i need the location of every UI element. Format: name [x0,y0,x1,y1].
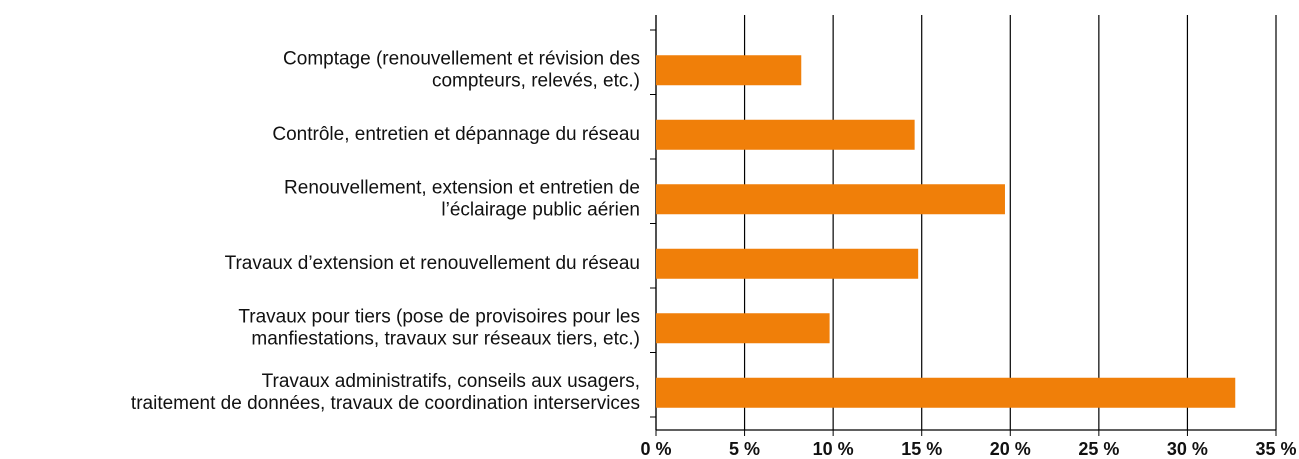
y-tick-label: Renouvellement, extension et entretien d… [284,177,640,198]
x-tick-label: 15 % [901,439,942,459]
bar [656,119,915,150]
y-tick-label: compteurs, relevés, etc.) [432,70,640,91]
bar [656,377,1236,408]
y-tick-label: Travaux administratifs, conseils aux usa… [262,371,640,392]
x-tick-label: 0 % [640,439,671,459]
y-tick-label: Comptage (renouvellement et révision des [283,48,640,69]
bar [656,55,802,86]
bar [656,248,919,279]
x-tick-label: 30 % [1167,439,1208,459]
y-tick-label: Contrôle, entretien et dépannage du rése… [272,124,640,145]
bar [656,313,830,344]
x-tick-label: 35 % [1255,439,1296,459]
y-tick-label: manfiestations, travaux sur réseaux tier… [251,328,640,349]
x-tick-label: 20 % [990,439,1031,459]
y-tick-label: Travaux pour tiers (pose de provisoires … [238,306,640,327]
y-tick-label: Travaux d’extension et renouvellement du… [225,253,640,274]
y-tick-label: l’éclairage public aérien [441,199,640,220]
x-tick-label: 25 % [1078,439,1119,459]
x-tick-label: 5 % [729,439,760,459]
bar [656,184,1005,215]
x-tick-label: 10 % [813,439,854,459]
y-tick-label: traitement de données, travaux de coordi… [131,393,640,414]
